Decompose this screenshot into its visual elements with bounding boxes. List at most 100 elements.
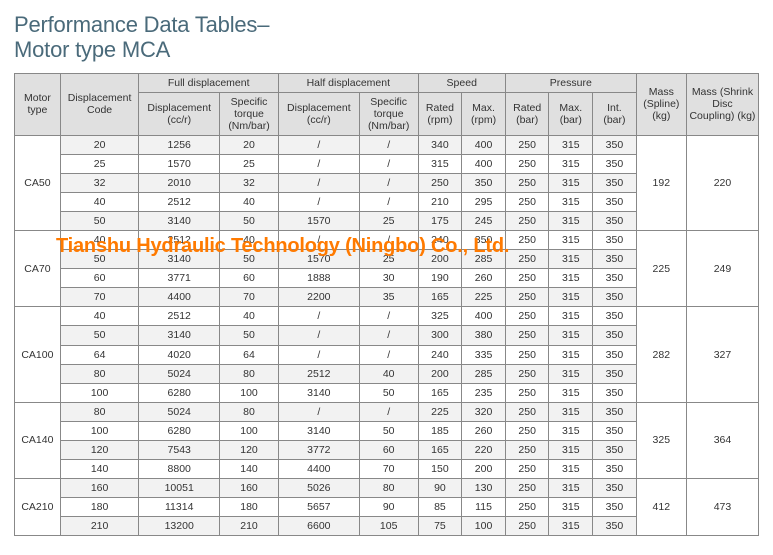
- cell-rr: 190: [418, 269, 462, 288]
- cell-mr: 260: [462, 269, 506, 288]
- cell-fd: 3140: [139, 326, 220, 345]
- cell-fst: 100: [220, 421, 279, 440]
- cell-ib: 350: [593, 135, 637, 154]
- cell-mr: 350: [462, 173, 506, 192]
- cell-fst: 40: [220, 307, 279, 326]
- cell-hd: 3772: [278, 440, 359, 459]
- cell-code: 50: [60, 212, 139, 231]
- cell-hst: 105: [359, 517, 418, 536]
- cell-fst: 180: [220, 498, 279, 517]
- cell-rr: 240: [418, 345, 462, 364]
- cell-fd: 2010: [139, 173, 220, 192]
- cell-fst: 100: [220, 383, 279, 402]
- cell-fst: 80: [220, 364, 279, 383]
- cell-hst: 70: [359, 459, 418, 478]
- cell-mr: 350: [462, 231, 506, 250]
- cell-rb: 250: [505, 517, 549, 536]
- th-rated-rpm: Rated (rpm): [418, 92, 462, 135]
- cell-rb: 250: [505, 154, 549, 173]
- th-hd-st: Specific torque (Nm/bar): [359, 92, 418, 135]
- cell-fst: 70: [220, 288, 279, 307]
- th-rated-bar: Rated (bar): [505, 92, 549, 135]
- cell-mr: 295: [462, 193, 506, 212]
- cell-hst: /: [359, 307, 418, 326]
- cell-mr: 200: [462, 459, 506, 478]
- cell-rr: 210: [418, 193, 462, 212]
- cell-hd: /: [278, 135, 359, 154]
- cell-mr: 380: [462, 326, 506, 345]
- th-hd-ccr: Displacement (cc/r): [278, 92, 359, 135]
- cell-mb: 315: [549, 231, 593, 250]
- cell-hst: 80: [359, 478, 418, 497]
- cell-mr: 285: [462, 250, 506, 269]
- cell-rb: 250: [505, 231, 549, 250]
- cell-hd: 3140: [278, 421, 359, 440]
- cell-hst: 50: [359, 421, 418, 440]
- cell-hd: /: [278, 173, 359, 192]
- cell-mr: 245: [462, 212, 506, 231]
- motor-type-cell: CA210: [15, 478, 61, 535]
- cell-rr: 225: [418, 402, 462, 421]
- cell-fd: 1256: [139, 135, 220, 154]
- cell-hd: /: [278, 345, 359, 364]
- cell-rr: 165: [418, 383, 462, 402]
- cell-fst: 80: [220, 402, 279, 421]
- cell-code: 120: [60, 440, 139, 459]
- mass-spline-cell: 225: [636, 231, 686, 307]
- cell-mb: 315: [549, 288, 593, 307]
- cell-rr: 185: [418, 421, 462, 440]
- cell-hst: /: [359, 154, 418, 173]
- cell-mb: 315: [549, 478, 593, 497]
- cell-ib: 350: [593, 193, 637, 212]
- cell-mb: 315: [549, 421, 593, 440]
- cell-ib: 350: [593, 364, 637, 383]
- cell-hd: /: [278, 154, 359, 173]
- cell-rb: 250: [505, 212, 549, 231]
- cell-mb: 315: [549, 383, 593, 402]
- cell-hst: 25: [359, 250, 418, 269]
- page-title: Performance Data Tables– Motor type MCA: [14, 12, 759, 63]
- cell-hst: /: [359, 193, 418, 212]
- cell-rr: 75: [418, 517, 462, 536]
- mass-spline-cell: 282: [636, 307, 686, 402]
- cell-mr: 130: [462, 478, 506, 497]
- cell-mr: 335: [462, 345, 506, 364]
- cell-code: 50: [60, 326, 139, 345]
- cell-rb: 250: [505, 421, 549, 440]
- cell-hst: /: [359, 345, 418, 364]
- cell-hst: 60: [359, 440, 418, 459]
- cell-code: 64: [60, 345, 139, 364]
- mass-spline-cell: 192: [636, 135, 686, 230]
- th-mass-spline: Mass (Spline) (kg): [636, 73, 686, 135]
- cell-rr: 315: [418, 154, 462, 173]
- cell-rb: 250: [505, 269, 549, 288]
- cell-fd: 5024: [139, 402, 220, 421]
- cell-fst: 160: [220, 478, 279, 497]
- cell-ib: 350: [593, 498, 637, 517]
- cell-code: 80: [60, 364, 139, 383]
- cell-fst: 50: [220, 326, 279, 345]
- th-fd-ccr: Displacement (cc/r): [139, 92, 220, 135]
- cell-code: 100: [60, 421, 139, 440]
- cell-fd: 1570: [139, 154, 220, 173]
- cell-code: 25: [60, 154, 139, 173]
- cell-ib: 350: [593, 440, 637, 459]
- mass-shrink-cell: 473: [686, 478, 758, 535]
- table-body: CA5020125620//34040025031535019222025157…: [15, 135, 759, 535]
- cell-rr: 250: [418, 173, 462, 192]
- cell-rr: 85: [418, 498, 462, 517]
- cell-ib: 350: [593, 326, 637, 345]
- cell-rb: 250: [505, 135, 549, 154]
- cell-ib: 350: [593, 478, 637, 497]
- cell-mr: 225: [462, 288, 506, 307]
- cell-hd: 4400: [278, 459, 359, 478]
- cell-code: 50: [60, 250, 139, 269]
- cell-fd: 8800: [139, 459, 220, 478]
- cell-hd: 6600: [278, 517, 359, 536]
- cell-fd: 4400: [139, 288, 220, 307]
- table-row: CA21016010051160502680901302503153504124…: [15, 478, 759, 497]
- cell-mb: 315: [549, 135, 593, 154]
- cell-mr: 285: [462, 364, 506, 383]
- cell-code: 32: [60, 173, 139, 192]
- cell-fd: 2512: [139, 231, 220, 250]
